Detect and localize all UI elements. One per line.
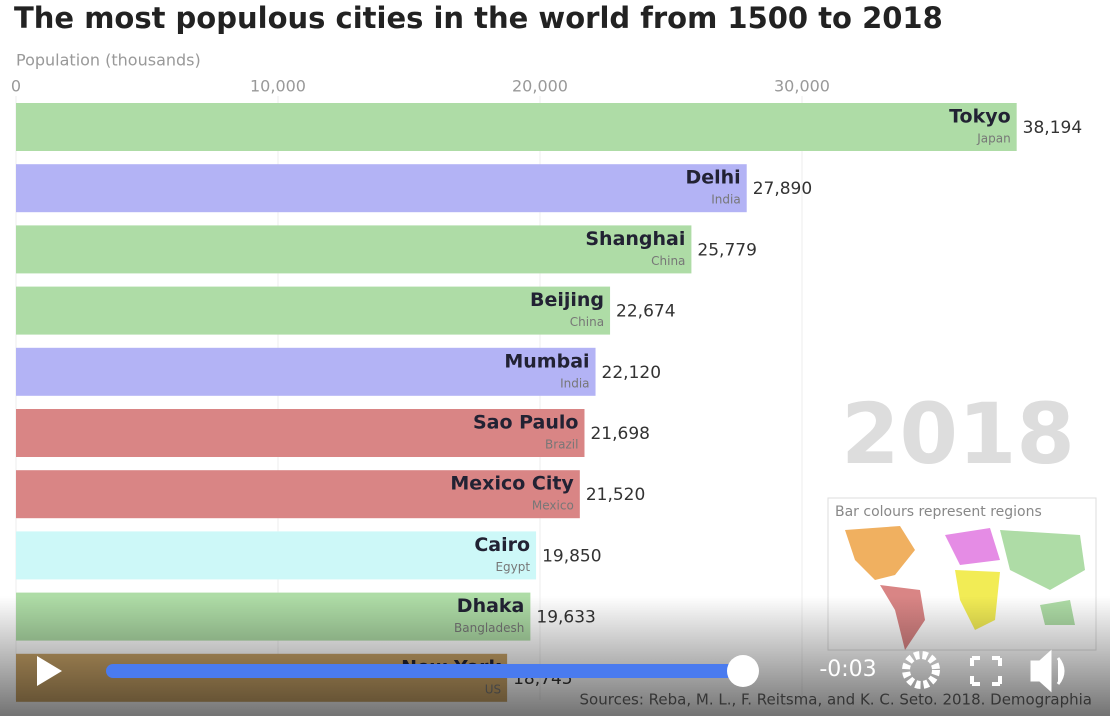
country-label: Japan — [976, 132, 1010, 146]
city-label: Delhi — [685, 167, 740, 189]
city-label: Tokyo — [949, 106, 1011, 128]
fullscreen-button[interactable] — [970, 656, 1002, 686]
video-controls: -0:03 — [0, 596, 1110, 716]
value-label: 38,194 — [1023, 118, 1082, 138]
map-asia — [1000, 530, 1085, 590]
map-europe — [945, 528, 1000, 565]
value-label: 25,779 — [697, 240, 756, 260]
x-tick-label: 10,000 — [250, 77, 306, 96]
settings-button[interactable] — [902, 651, 940, 689]
value-label: 27,890 — [753, 179, 812, 199]
x-tick-label: 20,000 — [512, 77, 568, 96]
bar — [16, 225, 692, 274]
country-label: India — [560, 376, 589, 390]
value-label: 22,674 — [616, 302, 675, 322]
value-label: 22,120 — [602, 363, 661, 383]
axis-label: Population (thousands) — [16, 51, 201, 70]
country-label: India — [711, 193, 740, 207]
bar — [16, 164, 747, 213]
play-button[interactable] — [37, 656, 62, 686]
progress-bar[interactable] — [106, 664, 746, 678]
controls-shade — [0, 596, 1110, 716]
city-label: Mexico City — [450, 473, 574, 495]
country-label: China — [570, 315, 604, 329]
country-label: Egypt — [495, 560, 530, 574]
value-label: 21,698 — [590, 424, 649, 444]
value-label: 19,850 — [542, 546, 601, 566]
city-label: Sao Paulo — [473, 412, 579, 434]
map-north-america — [845, 526, 915, 580]
bar — [16, 531, 537, 580]
bar — [16, 103, 1017, 151]
progress-knob[interactable] — [727, 655, 759, 687]
legend-title: Bar colours represent regions — [835, 504, 1042, 520]
bar — [16, 286, 611, 335]
chart-title: The most populous cities in the world fr… — [14, 1, 943, 35]
bar — [16, 470, 580, 519]
x-tick-label: 30,000 — [774, 77, 830, 96]
value-label: 21,520 — [586, 485, 645, 505]
x-tick-label: 0 — [11, 77, 21, 96]
bar — [16, 409, 585, 457]
city-label: Cairo — [474, 534, 530, 556]
city-label: Beijing — [530, 289, 604, 311]
time-remaining: -0:03 — [819, 657, 876, 682]
city-label: Mumbai — [504, 350, 589, 372]
country-label: China — [651, 254, 685, 268]
country-label: Brazil — [545, 438, 579, 452]
country-label: Mexico — [532, 499, 574, 513]
bar — [16, 347, 596, 396]
volume-button[interactable] — [1030, 649, 1065, 693]
year: 2018 — [841, 385, 1075, 483]
city-label: Shanghai — [585, 228, 685, 250]
